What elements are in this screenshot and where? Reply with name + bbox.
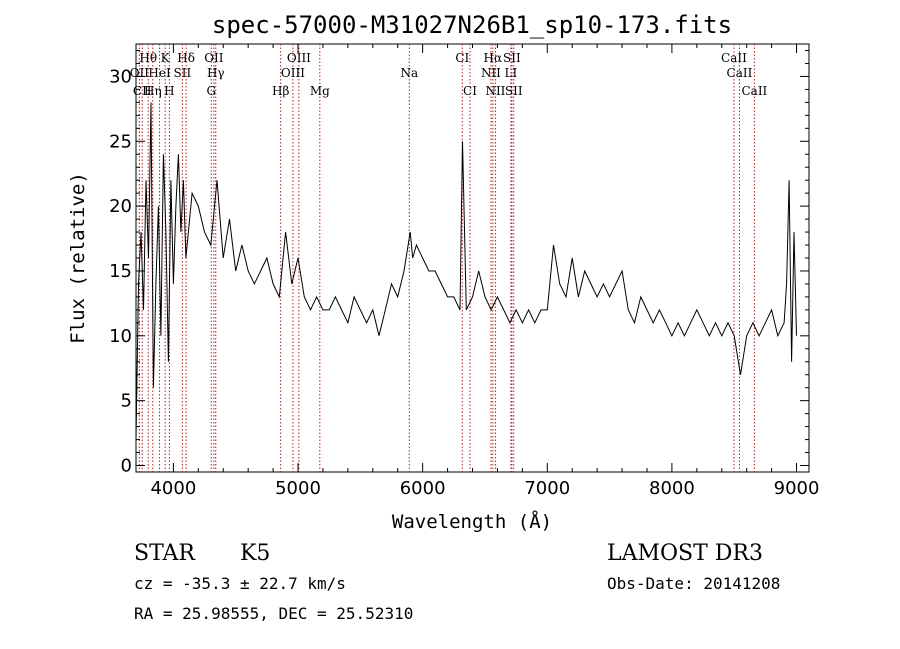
line-label-27: CaII [741, 84, 767, 98]
line-label-18: CII [133, 84, 152, 98]
y-tick-label: 5 [121, 391, 132, 412]
line-label-12: Hγ [207, 66, 225, 80]
y-tick-label: 10 [109, 326, 132, 347]
line-label-21: G [206, 84, 216, 98]
line-label-4: OIII [287, 51, 311, 65]
line-label-7: SII [503, 51, 521, 65]
line-label-26: SII [505, 84, 523, 98]
y-axis-label: Flux (relative) [67, 172, 89, 344]
line-label-0: Hθ [139, 51, 157, 65]
line-label-16: LI [505, 66, 518, 80]
line-label-5: CI [455, 51, 469, 65]
y-tick-label: 0 [121, 456, 132, 477]
line-label-17: CaII [727, 66, 753, 80]
line-label-14: Na [400, 66, 418, 80]
line-label-11: SII [174, 66, 192, 80]
line-label-9: OII [130, 66, 150, 80]
spectral-line-markers [138, 44, 755, 472]
line-label-20: H [164, 84, 174, 98]
object-class: STAR [134, 541, 196, 566]
line-label-3: OII [204, 51, 224, 65]
line-label-15: NII [481, 66, 501, 80]
line-label-2: Hδ [177, 51, 195, 65]
x-tick-label: 8000 [649, 478, 695, 499]
y-tick-label: 30 [109, 66, 132, 87]
x-tick-label: 7000 [524, 478, 570, 499]
line-label-13: OIII [281, 66, 305, 80]
line-label-23: Mg [310, 84, 330, 98]
y-tick-label: 25 [109, 131, 132, 152]
line-label-1: K [161, 51, 171, 65]
x-axis-ticks: 4000 5000 6000 7000 8000 9000 [150, 44, 819, 499]
coordinates: RA = 25.98555, DEC = 25.52310 [134, 604, 413, 623]
line-label-24: CI [463, 84, 477, 98]
spectrum-series-line [135, 102, 797, 440]
survey-name: LAMOST DR3 [607, 541, 763, 566]
observation-date: Obs-Date: 20141208 [607, 574, 780, 593]
x-tick-label: 9000 [774, 478, 820, 499]
x-tick-label: 5000 [275, 478, 321, 499]
y-tick-label: 15 [109, 261, 132, 282]
object-subclass: K5 [240, 541, 270, 566]
plot-frame [135, 43, 810, 473]
x-axis-label: Wavelength (Å) [392, 510, 552, 533]
line-label-25: NII [485, 84, 505, 98]
line-label-22: Hβ [272, 84, 289, 98]
x-tick-label: 6000 [400, 478, 446, 499]
y-axis-ticks: 0 5 10 15 20 25 30 [109, 49, 809, 477]
redshift-cz: cz = -35.3 ± 22.7 km/s [134, 574, 346, 593]
line-label-8: CaII [721, 51, 747, 65]
chart-title: spec-57000-M31027N26B1_sp10-173.fits [212, 11, 732, 39]
line-label-6: Hα [484, 51, 503, 65]
y-tick-label: 20 [109, 196, 132, 217]
x-tick-label: 4000 [150, 478, 196, 499]
line-label-19: Hη [144, 84, 162, 98]
line-label-10: HeI [148, 66, 171, 80]
